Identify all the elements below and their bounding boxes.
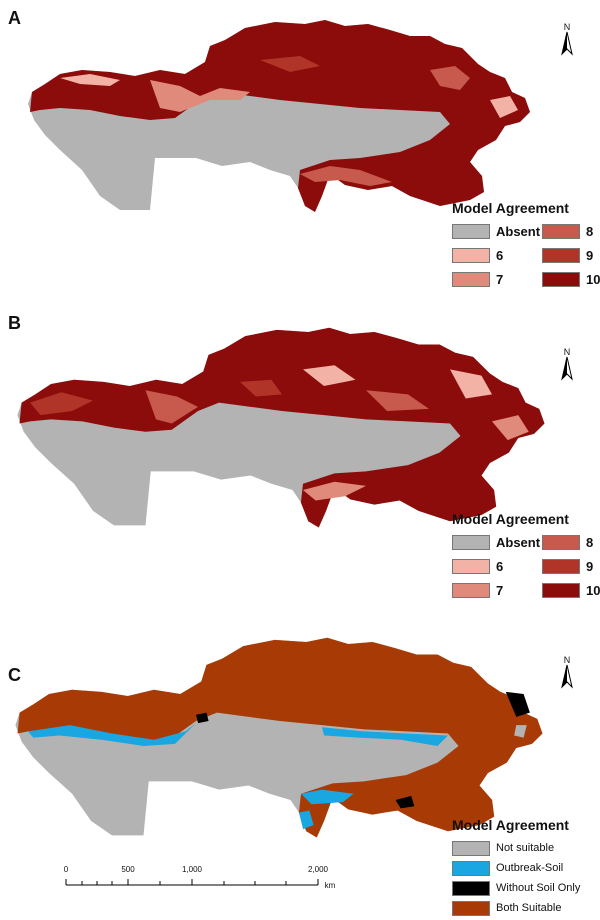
agreement-8-region xyxy=(365,390,429,411)
map-b xyxy=(17,327,545,528)
legend: Model Agreement Not suitable Outbreak-So… xyxy=(452,817,597,917)
legend: Model Agreement Absent 6 7 8 9 10 xyxy=(452,200,600,290)
map-c xyxy=(15,637,543,838)
agreement-9-region xyxy=(239,379,282,397)
legend-label: 9 xyxy=(586,559,594,574)
legend-label: 9 xyxy=(586,248,594,263)
legend-swatch-7 xyxy=(452,583,490,598)
legend-swatch-6 xyxy=(452,559,490,574)
legend-label: Absent xyxy=(496,535,541,550)
legend-swatch-9 xyxy=(542,559,580,574)
not-suitable-region xyxy=(514,725,527,738)
legend-swatch-10 xyxy=(542,272,580,287)
outbreak-soil-region xyxy=(27,723,196,746)
agreement-6-region xyxy=(60,74,120,86)
legend-label: 7 xyxy=(496,272,504,287)
legend-swatch-8 xyxy=(542,535,580,550)
agreement-8-region xyxy=(145,390,198,424)
legend-label: Outbreak-Soil xyxy=(496,862,564,874)
legend-swatch-not-suitable xyxy=(452,841,490,856)
legend-title: Model Agreement xyxy=(452,511,569,527)
scale-bar: 0 500 1,000 2,000 km xyxy=(63,865,336,905)
legend-label: 6 xyxy=(496,559,504,574)
north-arrow: N xyxy=(556,347,578,381)
legend-swatch-absent xyxy=(452,535,490,550)
agreement-8-region xyxy=(430,66,470,90)
outbreak-soil-region xyxy=(322,727,448,746)
panel-label: A xyxy=(8,8,21,28)
legend-label: 10 xyxy=(586,272,600,287)
legend-label: 10 xyxy=(586,583,600,598)
panel-label: C xyxy=(8,665,21,685)
legend-label: Not suitable xyxy=(496,842,555,854)
legend-label: Both Suitable xyxy=(496,902,562,914)
scale-tick-label: 2,000 xyxy=(307,865,329,874)
scale-unit: km xyxy=(324,881,336,890)
agreement-7-region xyxy=(150,80,250,112)
legend-swatch-6 xyxy=(452,248,490,263)
legend-label: 8 xyxy=(586,535,594,550)
without-soil-only-region xyxy=(195,712,209,724)
legend-swatch-8 xyxy=(542,224,580,239)
legend-label: 8 xyxy=(586,224,594,239)
agreement-6-region xyxy=(490,96,518,118)
map-a xyxy=(28,20,530,212)
north-arrow: N xyxy=(556,22,578,56)
agreement-9-region xyxy=(260,56,320,72)
without-soil-only-region xyxy=(505,691,530,717)
map-panel-a: A N Model Agreement Absent 6 7 8 9 10 xyxy=(0,0,600,300)
scale-tick-label: 500 xyxy=(121,865,135,874)
legend-swatch-outbreak-soil xyxy=(452,861,490,876)
legend-swatch-9 xyxy=(542,248,580,263)
map-panel-c: C N Model Agreement Not suitable Outbrea… xyxy=(0,615,600,920)
legend-label: Without Soil Only xyxy=(496,882,581,894)
legend-swatch-10 xyxy=(542,583,580,598)
legend-title: Model Agreement xyxy=(452,817,569,833)
scale-tick-label: 0 xyxy=(63,865,69,874)
legend-swatch-without-soil-only xyxy=(452,881,490,896)
agreement-6-region xyxy=(449,369,492,399)
legend-title: Model Agreement xyxy=(452,200,569,216)
agreement-6-region xyxy=(303,365,356,387)
without-soil-only-region xyxy=(395,795,415,809)
legend-swatch-7 xyxy=(452,272,490,287)
north-arrow: N xyxy=(556,655,578,689)
legend: Model Agreement Absent 6 7 8 9 10 xyxy=(452,511,600,601)
legend-label: 6 xyxy=(496,248,504,263)
legend-label: Absent xyxy=(496,224,541,239)
agreement-9-region xyxy=(29,392,93,416)
outbreak-soil-region xyxy=(298,810,314,830)
agreement-7-region xyxy=(491,415,529,441)
agreement-8-region xyxy=(300,166,392,186)
outbreak-soil-region xyxy=(301,789,354,805)
legend-swatch-absent xyxy=(452,224,490,239)
legend-swatch-both-suitable xyxy=(452,901,490,916)
scale-tick-label: 1,000 xyxy=(181,865,203,874)
agreement-7-region xyxy=(303,481,366,501)
legend-label: 7 xyxy=(496,583,504,598)
panel-label: B xyxy=(8,313,21,333)
map-panel-b: B N Model Agreement Absent 6 7 8 9 10 xyxy=(0,305,600,605)
